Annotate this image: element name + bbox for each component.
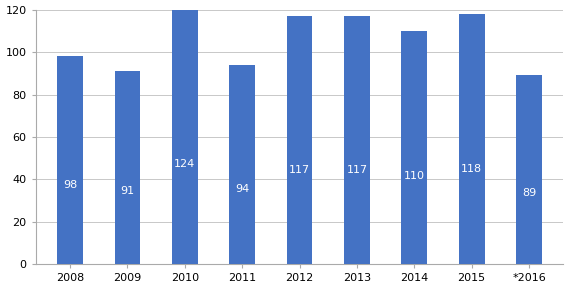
- Bar: [344, 16, 370, 264]
- Bar: [401, 31, 427, 264]
- Bar: [229, 65, 255, 264]
- Bar: [459, 14, 485, 264]
- Text: 91: 91: [121, 186, 134, 196]
- Text: 94: 94: [235, 184, 249, 194]
- Text: 98: 98: [63, 180, 77, 190]
- Bar: [114, 71, 141, 264]
- Text: 118: 118: [461, 164, 482, 174]
- Text: 124: 124: [174, 159, 196, 169]
- Bar: [57, 56, 83, 264]
- Bar: [172, 1, 198, 264]
- Text: 117: 117: [289, 165, 310, 175]
- Text: 110: 110: [404, 171, 425, 181]
- Bar: [287, 16, 312, 264]
- Bar: [516, 75, 542, 264]
- Text: 89: 89: [522, 188, 536, 198]
- Text: 117: 117: [347, 165, 368, 175]
